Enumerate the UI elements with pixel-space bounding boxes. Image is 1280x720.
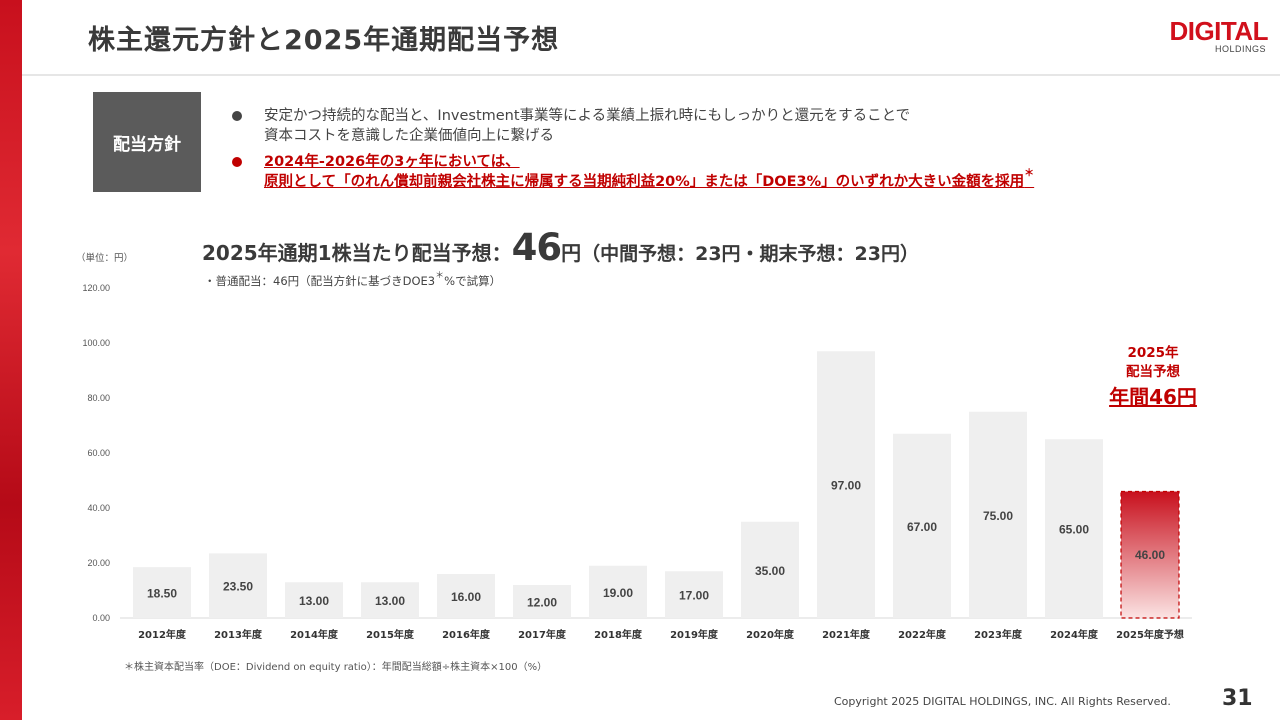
bar-value-label: 75.00: [983, 509, 1013, 523]
y-tick-label: 120.00: [82, 283, 110, 293]
bar: [285, 582, 343, 618]
logo-subtext: HOLDINGS: [1214, 44, 1266, 54]
bar-value-label: 46.00: [1135, 548, 1165, 562]
headline-amount: 46: [511, 226, 562, 269]
policy-bullet-2-line-1: 2024年-2026年の3ヶ年においては、: [264, 154, 520, 170]
title-divider: [22, 74, 1280, 76]
bar-value-label: 23.50: [223, 580, 253, 594]
page-number: 31: [1222, 686, 1253, 711]
subnote-suffix: %で試算）: [444, 274, 502, 288]
bar-value-label: 17.00: [679, 589, 709, 603]
x-category-label: 2016年度: [442, 628, 491, 641]
policy-bullet-2: 2024年-2026年の3ヶ年においては、 原則として「のれん償却前親会社株主に…: [232, 152, 1152, 194]
y-tick-label: 60.00: [87, 448, 110, 458]
bar-value-label: 13.00: [299, 594, 329, 608]
forecast-callout: 2025年 配当予想 年間46円: [1090, 344, 1216, 412]
policy-bullet-1-line-1: 安定かつ持続的な配当と、Investment事業等による業績上振れ時にもしっかり…: [264, 108, 911, 124]
slide-title: 株主還元方針と2025年通期配当予想: [88, 25, 560, 56]
policy-bullet-1-line-2: 資本コストを意識した企業価値向上に繋げる: [264, 128, 554, 144]
policy-bullet-2-line-2: 原則として「のれん償却前親会社株主に帰属する当期純利益20%」または「DOE3%…: [264, 168, 1152, 194]
policy-bullets: 安定かつ持続的な配当と、Investment事業等による業績上振れ時にもしっかり…: [232, 106, 1152, 194]
y-tick-label: 20.00: [87, 558, 110, 568]
forecast-callout-amount: 年間46円: [1109, 385, 1197, 409]
bar-value-label: 19.00: [603, 586, 633, 600]
bar: [817, 351, 875, 618]
bar: [665, 571, 723, 618]
x-category-label: 2020年度: [746, 628, 795, 641]
bar: [589, 565, 647, 618]
copyright: Copyright 2025 DIGITAL HOLDINGS, INC. Al…: [834, 695, 1171, 708]
bullet-dot-icon: [232, 157, 242, 167]
y-tick-label: 100.00: [82, 338, 110, 348]
x-category-label: 2022年度: [898, 628, 947, 641]
doe-asterisk: ＊: [1024, 168, 1035, 179]
bar: [969, 411, 1027, 618]
bar: [437, 574, 495, 618]
left-accent-band: [0, 0, 22, 720]
dividend-policy-label: 配当方針: [93, 92, 201, 192]
x-category-label: 2019年度: [670, 628, 719, 641]
headline-breakdown: （中間予想：23円・期末予想：23円）: [581, 243, 919, 265]
x-category-label: 2014年度: [290, 628, 339, 641]
x-category-label: 2017年度: [518, 628, 567, 641]
forecast-callout-title: 配当予想: [1126, 364, 1180, 380]
company-logo: DIGITAL HOLDINGS: [1146, 16, 1268, 56]
bar: [893, 433, 951, 618]
dividend-headline: 2025年通期1株当たり配当予想：46円（中間予想：23円・期末予想：23円）: [202, 226, 919, 269]
y-tick-label: 80.00: [87, 393, 110, 403]
y-tick-label: 0.00: [92, 613, 110, 623]
bar: [133, 567, 191, 618]
x-category-label: 2021年度: [822, 628, 871, 641]
forecast-bar: [1120, 490, 1180, 619]
bar-value-label: 97.00: [831, 479, 861, 493]
bar-value-label: 18.50: [147, 587, 177, 601]
x-category-label: 2012年度: [138, 628, 187, 641]
bar-value-label: 67.00: [907, 520, 937, 534]
policy-bullet-2-text: 原則として「のれん償却前親会社株主に帰属する当期純利益20%」または「DOE3%…: [264, 174, 1025, 190]
bar-value-label: 12.00: [527, 596, 557, 610]
bullet-dot-icon: [232, 111, 242, 121]
x-category-label: 2018年度: [594, 628, 643, 641]
x-category-label: 2025年度予想: [1116, 628, 1184, 641]
x-category-label: 2024年度: [1050, 628, 1099, 641]
bar: [361, 582, 419, 618]
logo-wordmark: DIGITAL: [1169, 16, 1268, 46]
dividend-subnote: ・普通配当：46円（配当方針に基づきDOE3＊%で試算）: [204, 271, 502, 289]
policy-bullet-1: 安定かつ持続的な配当と、Investment事業等による業績上振れ時にもしっかり…: [232, 106, 1152, 146]
bar-value-label: 65.00: [1059, 523, 1089, 537]
doe-footnote: ＊株主資本配当率（DOE：Dividend on equity ratio）：年…: [124, 662, 548, 673]
bar: [1045, 439, 1103, 618]
x-category-label: 2023年度: [974, 628, 1023, 641]
x-category-label: 2013年度: [214, 628, 263, 641]
bar-value-label: 13.00: [375, 594, 405, 608]
bar: [741, 521, 799, 618]
bar: [513, 585, 571, 618]
forecast-callout-year: 2025年: [1127, 345, 1179, 361]
headline-yen: 円: [561, 241, 582, 265]
subnote-asterisk: ＊: [435, 271, 445, 281]
bar: [209, 553, 267, 618]
bar-value-label: 16.00: [451, 590, 481, 604]
y-tick-label: 40.00: [87, 503, 110, 513]
headline-prefix: 2025年通期1株当たり配当予想：: [202, 241, 512, 265]
bar-value-label: 35.00: [755, 564, 785, 578]
subnote-prefix: ・普通配当：46円（配当方針に基づきDOE3: [204, 274, 436, 288]
x-category-label: 2015年度: [366, 628, 415, 641]
unit-label: （単位：円）: [76, 253, 134, 264]
